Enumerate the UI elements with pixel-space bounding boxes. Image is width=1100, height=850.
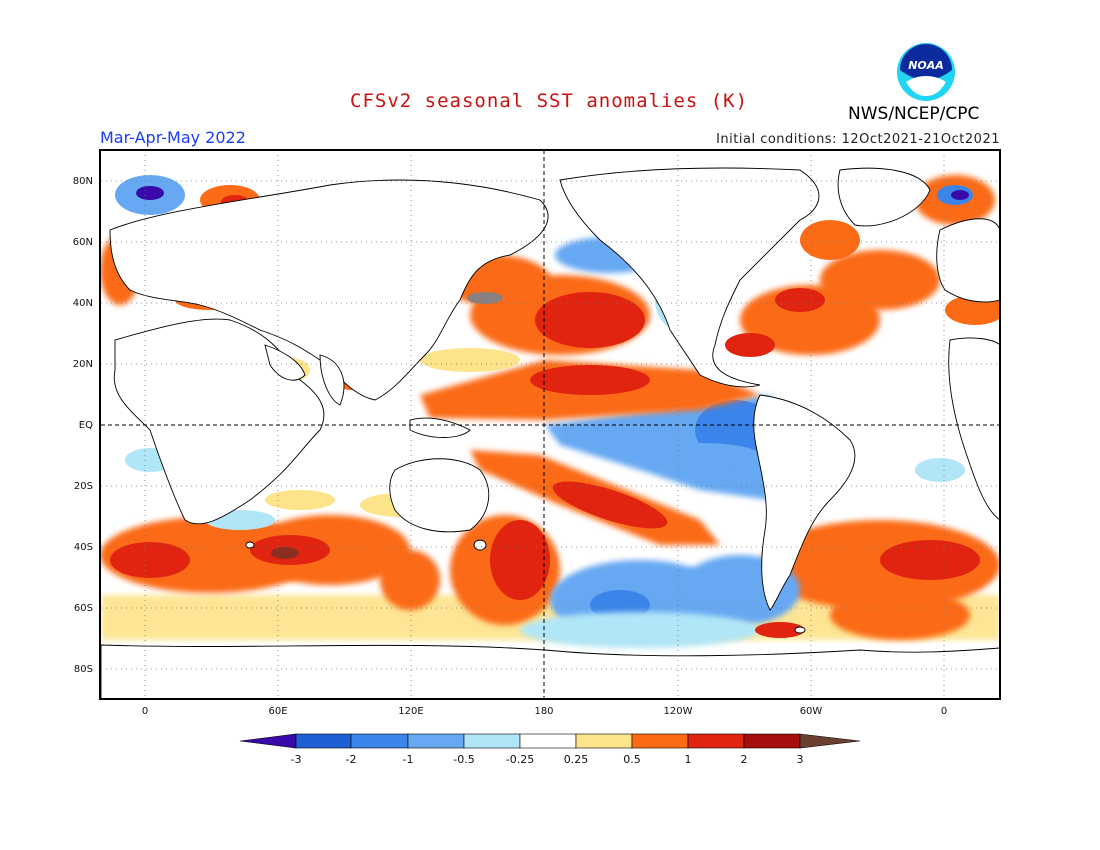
land-coastlines <box>101 167 1000 699</box>
colorbar-swatch <box>295 733 352 749</box>
lon-tick: 180 <box>534 706 553 717</box>
colorbar-label: 3 <box>797 753 804 766</box>
lon-tick: 0 <box>941 706 947 717</box>
lat-axis: 80N 60N 40N 20N EQ 20S 40S 60S 80S <box>73 176 93 675</box>
lat-tick: 20S <box>74 481 93 492</box>
colorbar-swatch <box>463 733 521 749</box>
lat-tick: 80N <box>73 176 93 187</box>
colorbar-label: -0.25 <box>506 753 534 766</box>
colorbar-swatch <box>743 733 801 749</box>
colorbar-label: 2 <box>741 753 748 766</box>
colorbar-swatch <box>687 733 745 749</box>
lat-tick: 40S <box>74 542 93 553</box>
colorbar-label: 1 <box>685 753 692 766</box>
map-title: CFSv2 seasonal SST anomalies (K) <box>350 90 749 112</box>
colorbar-swatch <box>407 733 465 749</box>
forecast-period: Mar-Apr-May 2022 <box>100 128 246 147</box>
lon-tick: 120W <box>664 706 693 717</box>
lat-tick: 40N <box>73 298 93 309</box>
colorbar-swatch <box>631 733 689 749</box>
colorbar-swatch <box>519 733 577 749</box>
colorbar-arrow-low <box>239 733 297 749</box>
colorbar: -3 -2 -1 -0.5 -0.25 0.25 0.5 1 2 3 <box>239 733 861 766</box>
lat-tick: 60N <box>73 237 93 248</box>
colorbar-label: -1 <box>403 753 414 766</box>
colorbar-swatch <box>575 733 633 749</box>
lon-tick: 60W <box>800 706 823 717</box>
lat-tick: EQ <box>79 420 93 431</box>
noaa-logo: NOAA <box>897 43 955 101</box>
colorbar-arrow-high <box>799 733 861 749</box>
lon-axis: 0 60E 120E 180 120W 60W 0 <box>142 706 947 717</box>
colorbar-label: -0.5 <box>453 753 474 766</box>
colorbar-label: 0.25 <box>564 753 589 766</box>
lon-tick: 120E <box>398 706 423 717</box>
colorbar-label: 0.5 <box>623 753 641 766</box>
lon-tick: 0 <box>142 706 148 717</box>
organization-label: NWS/NCEP/CPC <box>848 104 980 124</box>
initial-conditions: Initial conditions: 12Oct2021-21Oct2021 <box>716 132 1000 147</box>
lon-tick: 60E <box>268 706 287 717</box>
map-frame <box>99 149 1001 700</box>
lat-tick: 60S <box>74 603 93 614</box>
colorbar-label: -3 <box>291 753 302 766</box>
colorbar-label: -2 <box>346 753 357 766</box>
logo-text: NOAA <box>908 59 944 72</box>
lat-tick: 20N <box>73 359 93 370</box>
lat-tick: 80S <box>74 664 93 675</box>
colorbar-swatch <box>350 733 409 749</box>
